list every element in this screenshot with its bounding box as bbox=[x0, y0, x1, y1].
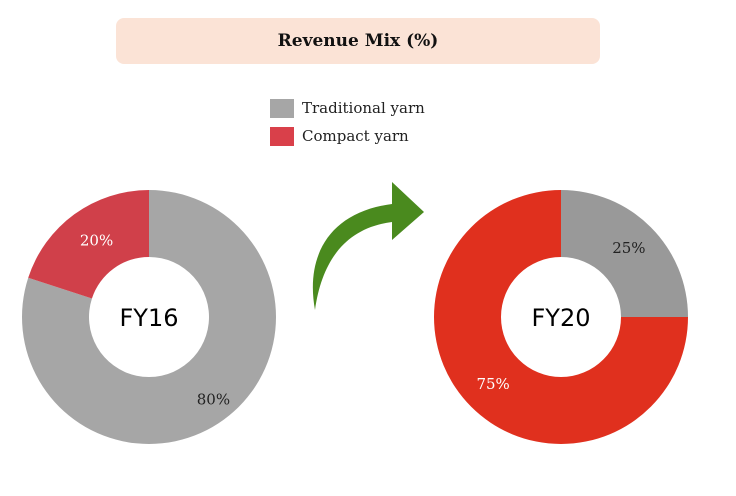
slice-label-fy16-traditional-yarn: 80% bbox=[197, 391, 230, 409]
center-label-fy20: FY20 bbox=[531, 304, 590, 332]
center-label-fy16: FY16 bbox=[119, 304, 178, 332]
legend-label-compact: Compact yarn bbox=[302, 127, 409, 145]
legend-item-compact: Compact yarn bbox=[270, 124, 425, 148]
donut-chart-fy20: 25% 75% FY20 bbox=[434, 190, 688, 444]
title-box: Revenue Mix (%) bbox=[116, 18, 600, 64]
donut-slice-fy16-compact-yarn bbox=[28, 190, 150, 299]
donut-slice-fy16-traditional-yarn bbox=[22, 190, 277, 444]
slice-label-fy20-compact-yarn: 75% bbox=[476, 375, 509, 393]
slice-label-fy20-traditional-yarn: 25% bbox=[612, 239, 645, 257]
legend: Traditional yarn Compact yarn bbox=[270, 96, 425, 152]
curved-arrow-icon bbox=[312, 182, 424, 310]
donut-slice-fy20-traditional-yarn bbox=[561, 190, 688, 317]
legend-item-traditional: Traditional yarn bbox=[270, 96, 425, 120]
chart-title: Revenue Mix (%) bbox=[277, 31, 439, 51]
legend-label-traditional: Traditional yarn bbox=[302, 99, 425, 117]
legend-swatch-compact bbox=[270, 126, 294, 146]
donut-slice-fy20-compact-yarn bbox=[434, 190, 688, 444]
legend-swatch-traditional bbox=[270, 98, 294, 118]
donut-chart-fy16: 80% 20% FY16 bbox=[22, 190, 277, 444]
slice-label-fy16-compact-yarn: 20% bbox=[80, 231, 113, 249]
